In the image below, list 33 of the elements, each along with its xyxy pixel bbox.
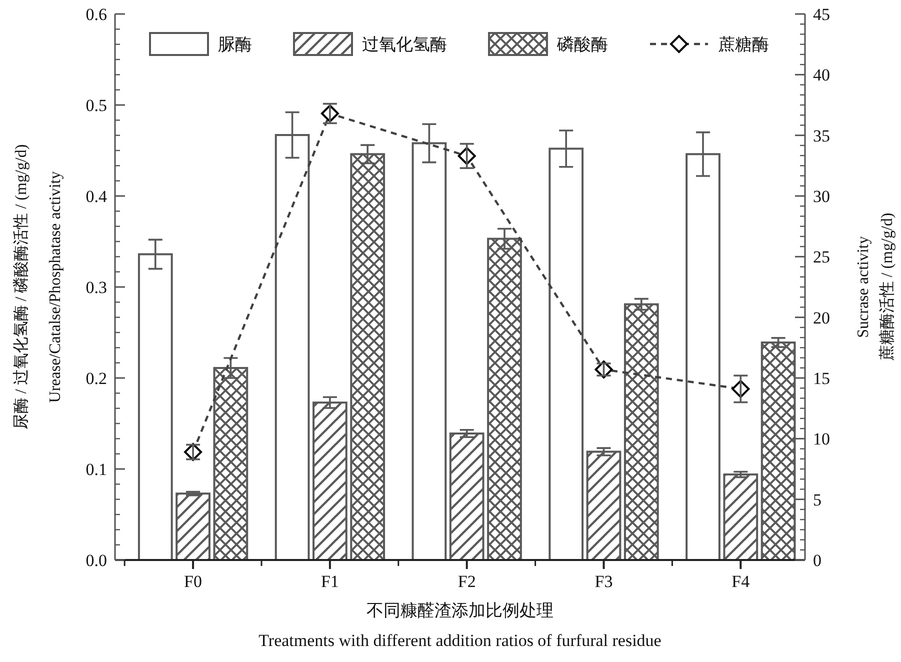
y2-tick-label: 10 [813,430,830,449]
y2-tick-label: 35 [813,126,830,146]
x-tick-label: F4 [732,572,750,591]
y-tick-label: 0.5 [86,96,107,115]
y2-tick-label: 20 [813,308,830,328]
y2-tick-label: 0 [813,551,822,570]
legend-label: 磷酸酶 [556,35,608,54]
y-tick-label: 0.0 [86,551,107,570]
y-tick-label: 0.3 [86,278,107,297]
bar [176,492,210,561]
y2-tick-label: 45 [813,5,830,24]
y2-tick-label: 5 [813,490,822,510]
y2-axis-title: Sucrase activity 蔗糖酶活性 / (mg/g/d) [855,212,896,362]
y-tick-label: 0.1 [86,460,107,479]
y-tick-label: 0.2 [86,369,107,388]
x-tick-label: F1 [320,572,339,591]
y-tick-label: 0.6 [86,5,107,24]
y-axis-title: 尿酶 / 过氧化氢酶 / 磷酸酶活性 / (mg/g/d) Urease/Catalse/Phosphatase activity [12,144,64,430]
x-tick-label: F2 [458,572,476,591]
legend-label: 过氧化氢酶 [362,35,447,54]
y2-tick-label: 40 [813,66,830,85]
y2-tick-label: 30 [813,187,830,206]
x-tick-label: F0 [184,572,202,591]
bar [586,450,622,561]
bar [449,432,484,561]
y-tick-label: 0.4 [86,187,108,206]
legend-label: 蔗糖酶 [718,35,769,54]
legend-label: 脲酶 [218,35,252,54]
bar [723,473,758,561]
x-axis-title: 不同糠醛渣添加比例处理 Treatments with different addition ratios of furfural residue [258,601,662,650]
y2-tick-label: 25 [813,248,830,267]
x-tick-label: F3 [594,572,613,591]
y2-tick-label: 15 [813,369,830,388]
